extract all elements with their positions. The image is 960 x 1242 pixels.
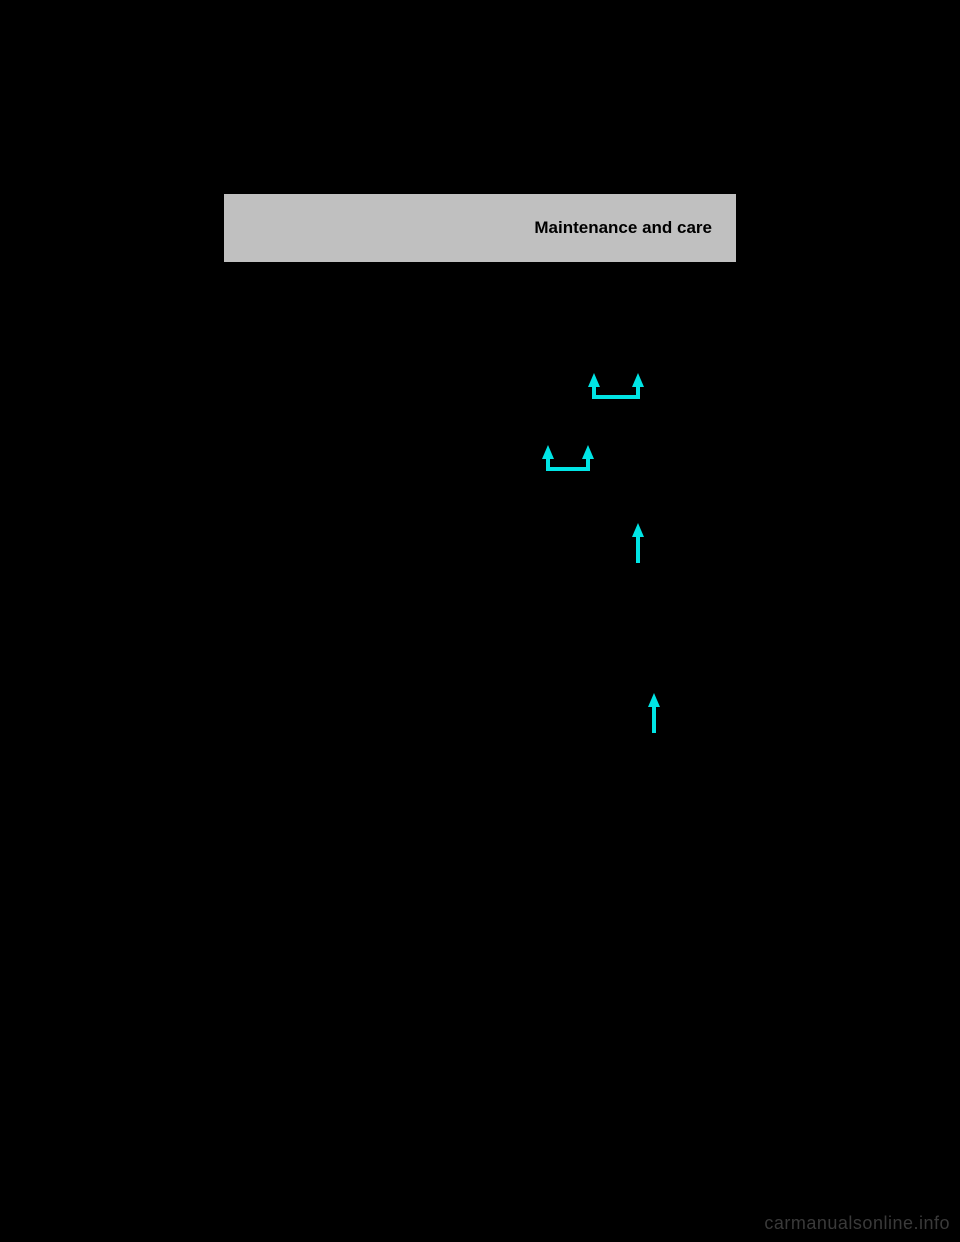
arrow-connector — [592, 395, 640, 399]
paragraph-4: If the electrolyte level in the battery … — [224, 589, 736, 659]
arrow-connector — [546, 467, 590, 471]
paragraph-3: Keep the electrolyte level in each cell … — [224, 503, 476, 556]
page-number: 165 — [224, 771, 736, 787]
dipstick-diagram-2 — [488, 429, 732, 443]
block-level-indicator: Keep the electrolyte level in each cell … — [224, 503, 736, 583]
dipstick-diagram-4 — [488, 677, 732, 691]
paragraph-2: However, for severe usage or in high tem… — [224, 353, 476, 441]
dipstick-diagram-3 — [488, 507, 732, 521]
manual-page: Maintenance and care Your vehicle is equ… — [224, 194, 736, 787]
block-electrolyte-check: However, for severe usage or in high tem… — [224, 353, 736, 493]
p4-hard: hard — [358, 608, 390, 623]
section-title: Maintenance and care — [534, 218, 712, 238]
watermark-text: carmanualsonline.info — [764, 1213, 950, 1234]
arrow-stem — [652, 705, 656, 733]
dipstick-diagram-1 — [488, 357, 732, 371]
block-cover-shield: If your battery has a cover/shield, make… — [224, 673, 736, 753]
paragraph-5: If your battery has a cover/shield, make… — [224, 673, 476, 726]
paragraph-1: Your vehicle is equipped with a Motorcra… — [224, 306, 736, 341]
page-content: Your vehicle is equipped with a Motorcra… — [224, 262, 736, 787]
section-header-bar: Maintenance and care — [224, 194, 736, 262]
arrow-stem — [636, 535, 640, 563]
